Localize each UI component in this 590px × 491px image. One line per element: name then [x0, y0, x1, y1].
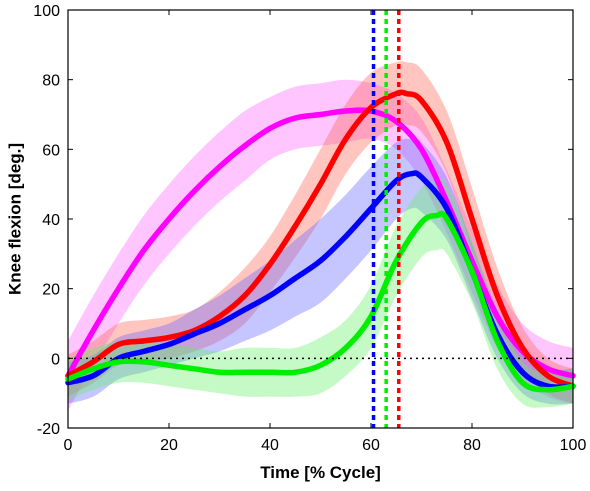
y-tick-label: 20	[42, 282, 60, 299]
y-tick-label: -20	[37, 421, 60, 438]
series-line-1	[65, 107, 576, 379]
y-axis-ticks: -20 0 20 40 60 80 100	[33, 3, 573, 438]
y-tick-label: 100	[33, 3, 60, 20]
series-band-4	[68, 178, 573, 408]
x-axis-label: Time [% Cycle]	[260, 463, 381, 482]
series-line-2	[65, 89, 576, 389]
y-tick-label: 40	[42, 212, 60, 229]
y-tick-label: 0	[51, 351, 60, 368]
y-tick-label: 60	[42, 142, 60, 159]
x-tick-label: 40	[261, 437, 279, 454]
reference-lines	[68, 10, 573, 428]
series-line-4	[65, 210, 576, 393]
y-tick-label: 80	[42, 73, 60, 90]
series-band-1	[68, 79, 573, 411]
x-tick-label: 60	[362, 437, 380, 454]
x-tick-label: 20	[160, 437, 178, 454]
x-tick-label: 80	[463, 437, 481, 454]
x-tick-label: 100	[560, 437, 587, 454]
y-axis-label: Knee flexion [deg.]	[5, 143, 24, 295]
series-lines	[65, 89, 576, 393]
x-axis-ticks: 0 20 40 60 80 100	[64, 10, 587, 454]
x-tick-label: 0	[64, 437, 73, 454]
